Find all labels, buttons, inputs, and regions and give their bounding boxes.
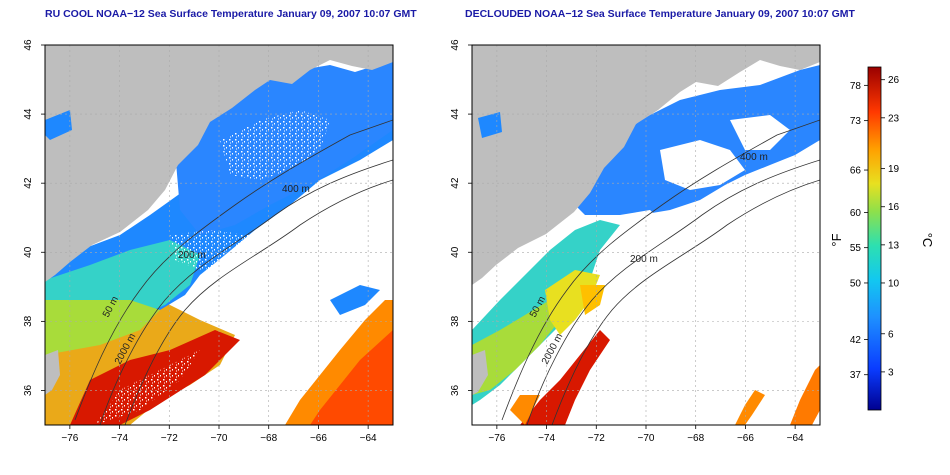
right-isobath-200-label: 200 m xyxy=(630,254,658,265)
x-tick-label: −74 xyxy=(538,433,555,444)
right-isobath-400-label: 400 m xyxy=(740,152,768,163)
colorbar-gradient xyxy=(867,66,882,411)
right-gulf-water xyxy=(570,65,820,215)
left-x-axis: −76 −74 −72 −70 −68 −66 −64 xyxy=(61,425,377,444)
colorbar-fahrenheit-label: °F xyxy=(829,233,844,246)
y-tick-label: 40 xyxy=(23,246,34,258)
y-tick-label: 44 xyxy=(23,108,34,120)
x-tick-label: −68 xyxy=(687,433,704,444)
x-tick-label: −72 xyxy=(161,433,178,444)
colorbar-c-tick-label: 26 xyxy=(888,75,900,86)
colorbar-c-tick-label: 13 xyxy=(888,240,900,251)
left-y-axis: 36 38 40 42 44 46 xyxy=(23,39,45,396)
y-tick-label: 44 xyxy=(450,108,461,120)
left-land xyxy=(45,45,393,282)
x-tick-label: −64 xyxy=(787,433,804,444)
colorbar-c-tick-label: 19 xyxy=(888,164,900,175)
colorbar-celsius-ticks: 3 6 10 13 16 19 23 26 xyxy=(881,75,900,378)
left-map-title: RU COOL NOAA−12 Sea Surface Temperature … xyxy=(45,8,417,20)
left-isobaths xyxy=(74,119,393,425)
colorbar-f-tick-label: 73 xyxy=(850,116,862,127)
x-tick-label: −66 xyxy=(310,433,327,444)
y-tick-label: 36 xyxy=(23,384,34,396)
colorbar-celsius-label: °C xyxy=(920,233,935,248)
x-tick-label: −70 xyxy=(211,433,228,444)
right-warm-water xyxy=(520,330,610,425)
y-tick-label: 40 xyxy=(450,246,461,258)
colorbar-c-tick-label: 23 xyxy=(888,113,900,124)
colorbar-f-tick-label: 37 xyxy=(850,370,862,381)
right-map: 50 m 200 m 400 m 2000 m −76 −74 −72 −70 −68−… xyxy=(450,39,821,444)
y-tick-label: 46 xyxy=(23,39,34,51)
x-tick-label: −76 xyxy=(61,433,78,444)
colorbar: 37 42 50 55 60 66 73 78 3 6 10 13 16 19 23 26 °F °C xyxy=(829,66,935,411)
right-land xyxy=(472,45,820,285)
colorbar-f-tick-label: 78 xyxy=(850,81,862,92)
y-tick-label: 42 xyxy=(23,177,34,189)
x-tick-label: −70 xyxy=(638,433,655,444)
x-tick-label: −76 xyxy=(488,433,505,444)
colorbar-c-tick-label: 10 xyxy=(888,278,900,289)
y-tick-label: 42 xyxy=(450,177,461,189)
right-map-title: DECLOUDED NOAA−12 Sea Surface Temperatur… xyxy=(465,8,855,20)
right-y-axis: 36 38 40 42 44 46 xyxy=(450,39,472,396)
colorbar-c-tick-label: 3 xyxy=(888,367,894,378)
colorbar-c-tick-label: 6 xyxy=(888,329,894,340)
right-isobaths xyxy=(501,119,820,425)
y-tick-label: 46 xyxy=(450,39,461,51)
x-tick-label: −66 xyxy=(737,433,754,444)
y-tick-label: 38 xyxy=(23,315,34,327)
colorbar-f-tick-label: 66 xyxy=(850,166,862,177)
colorbar-f-tick-label: 50 xyxy=(850,278,862,289)
left-isobath-200-label: 200 m xyxy=(178,250,206,261)
right-x-axis: −76 −74 −72 −70 −68 −66 −64 xyxy=(488,425,804,444)
left-map: 50 m 200 m 400 m 2000 m −76 −74 −72 −70 −68−… xyxy=(23,39,394,444)
colorbar-c-tick-label: 16 xyxy=(888,202,900,213)
y-tick-label: 38 xyxy=(450,315,461,327)
y-tick-label: 36 xyxy=(450,384,461,396)
x-tick-label: −72 xyxy=(588,433,605,444)
colorbar-f-tick-label: 60 xyxy=(850,208,862,219)
colorbar-f-tick-label: 42 xyxy=(850,335,862,346)
x-tick-label: −74 xyxy=(111,433,128,444)
left-isobath-400-label: 400 m xyxy=(282,184,310,195)
x-tick-label: −68 xyxy=(260,433,277,444)
x-tick-label: −64 xyxy=(360,433,377,444)
colorbar-fahrenheit-ticks: 37 42 50 55 60 66 73 78 xyxy=(850,81,868,381)
colorbar-f-tick-label: 55 xyxy=(850,243,862,254)
